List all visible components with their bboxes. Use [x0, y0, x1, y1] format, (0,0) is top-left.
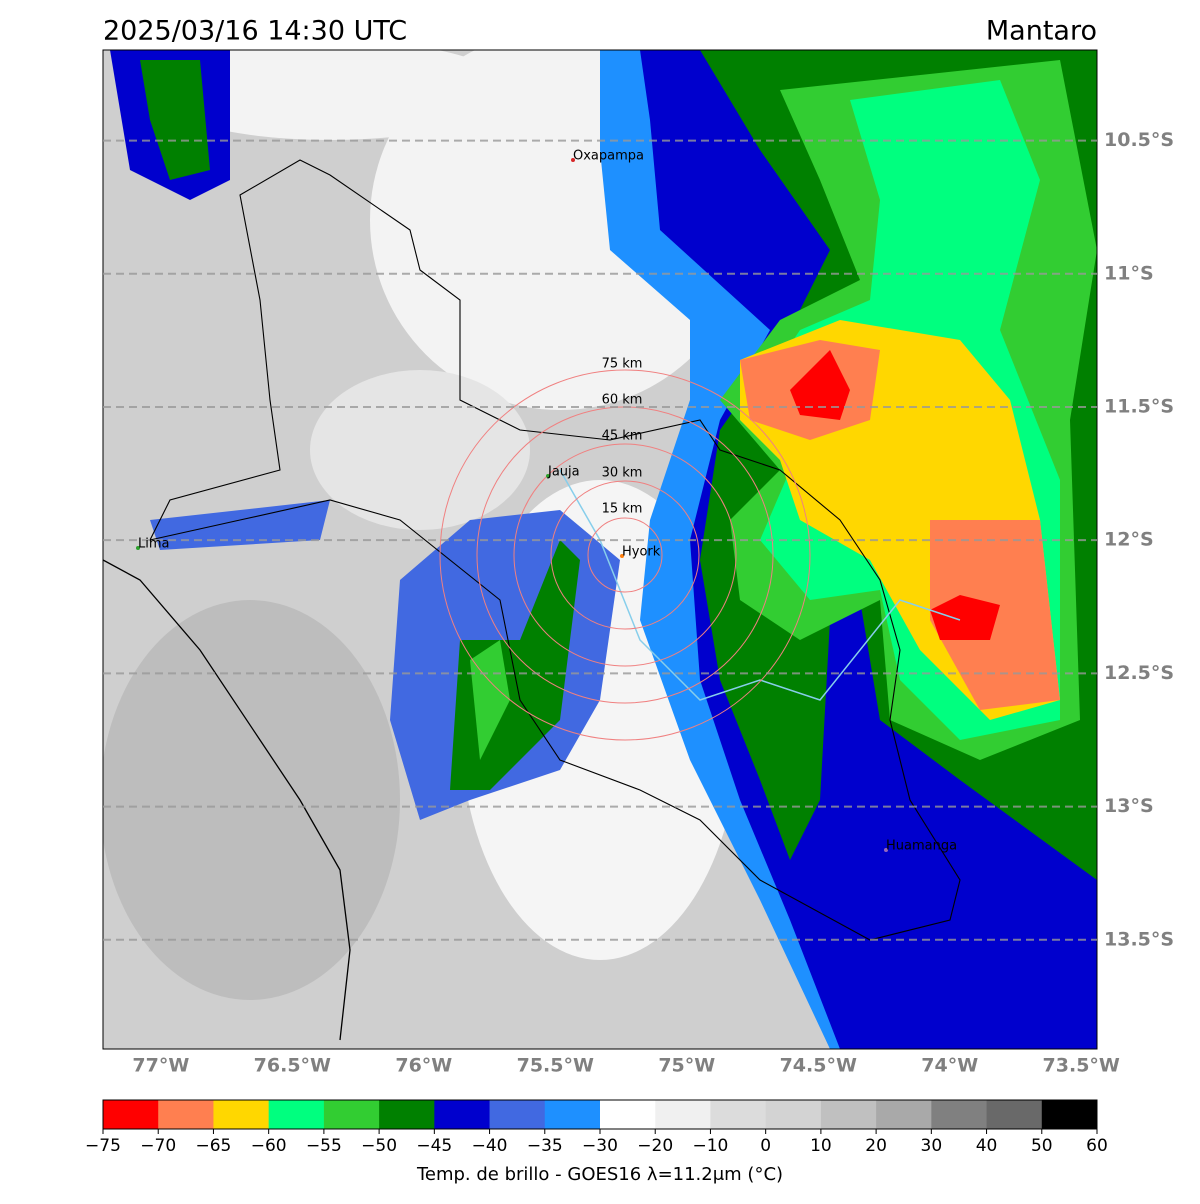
colorbar-swatch — [876, 1100, 932, 1129]
colorbar-tick-label: 60 — [1086, 1136, 1108, 1156]
city-label: Lima — [138, 537, 169, 552]
colorbar-tick-label: −35 — [527, 1136, 563, 1156]
lat-label: 10.5°S — [1104, 129, 1174, 151]
ring-label: 60 km — [602, 393, 643, 408]
lon-label: 76.5°W — [254, 1055, 331, 1077]
city-marker — [620, 554, 624, 558]
colorbar-label: Temp. de brillo - GOES16 λ=11.2μm (°C) — [416, 1164, 783, 1185]
colorbar-tick-label: −70 — [140, 1136, 176, 1156]
lon-label: 74.5°W — [780, 1055, 857, 1077]
region-title: Mantaro — [986, 16, 1097, 47]
lat-label: 13°S — [1104, 795, 1154, 817]
colorbar-swatch — [820, 1100, 877, 1129]
colorbar-swatch — [655, 1100, 711, 1129]
city-label: Hyork — [622, 545, 661, 560]
colorbar-tick-label: 0 — [760, 1136, 771, 1156]
colorbar-tick-label: −10 — [692, 1136, 728, 1156]
colorbar-tick-label: −40 — [472, 1136, 508, 1156]
imagery — [103, 50, 1097, 1049]
colorbar-tick-label: −20 — [637, 1136, 673, 1156]
colorbar-tick-label: 20 — [865, 1136, 887, 1156]
lat-label: 12°S — [1104, 529, 1154, 551]
ring-label: 30 km — [602, 466, 643, 481]
colorbar-swatch — [158, 1100, 214, 1129]
colorbar-tick-label: 50 — [1031, 1136, 1053, 1156]
colorbar-swatch — [268, 1100, 325, 1129]
lon-label: 73.5°W — [1043, 1055, 1120, 1077]
city-marker — [546, 474, 550, 478]
colorbar-tick-label: −30 — [582, 1136, 618, 1156]
colorbar-swatch — [710, 1100, 767, 1129]
colorbar-swatch — [489, 1100, 546, 1129]
colorbar-swatch — [379, 1100, 435, 1129]
colorbar-swatch — [1041, 1100, 1098, 1129]
map-frame — [102, 49, 1098, 1050]
lon-label: 74°W — [921, 1055, 978, 1077]
colorbar-tick-label: −60 — [251, 1136, 287, 1156]
city-label: Oxapampa — [573, 149, 644, 164]
lon-label: 77°W — [132, 1055, 189, 1077]
colorbar-tick-label: −45 — [416, 1136, 452, 1156]
colorbar-tick-label: −50 — [361, 1136, 397, 1156]
colorbar-tick-label: 40 — [976, 1136, 998, 1156]
colorbar-tick-label: −75 — [85, 1136, 121, 1156]
city-label: Huamanga — [886, 839, 957, 854]
lon-label: 76°W — [395, 1055, 452, 1077]
lat-label: 11.5°S — [1104, 395, 1174, 417]
city-marker — [884, 848, 888, 852]
colorbar-swatch — [544, 1100, 601, 1129]
colorbar-swatch — [600, 1100, 656, 1129]
colorbar-tick-label: −55 — [306, 1136, 342, 1156]
colorbar-swatch — [213, 1100, 270, 1129]
lon-label: 75°W — [658, 1055, 715, 1077]
ring-label: 45 km — [602, 429, 643, 444]
ring-label: 75 km — [602, 357, 643, 372]
title: 2025/03/16 14:30 UTC — [103, 16, 407, 47]
city-label: Jauja — [547, 465, 580, 480]
colorbar-tick-label: 10 — [810, 1136, 832, 1156]
city-marker — [571, 158, 575, 162]
colorbar-swatch — [765, 1100, 822, 1129]
lat-label: 11°S — [1104, 262, 1154, 284]
colorbar-swatch — [103, 1100, 159, 1129]
colorbar-swatch — [434, 1100, 491, 1129]
colorbar-swatch — [323, 1100, 380, 1129]
lat-label: 12.5°S — [1104, 662, 1174, 684]
colorbar-swatch — [986, 1100, 1043, 1129]
colorbar-tick-label: 30 — [921, 1136, 943, 1156]
colorbar-tick-label: −65 — [195, 1136, 231, 1156]
colorbar-swatch — [931, 1100, 988, 1129]
city-marker — [136, 546, 140, 550]
lon-label: 75.5°W — [517, 1055, 594, 1077]
lat-label: 13.5°S — [1104, 928, 1174, 950]
ring-label: 15 km — [602, 502, 643, 517]
